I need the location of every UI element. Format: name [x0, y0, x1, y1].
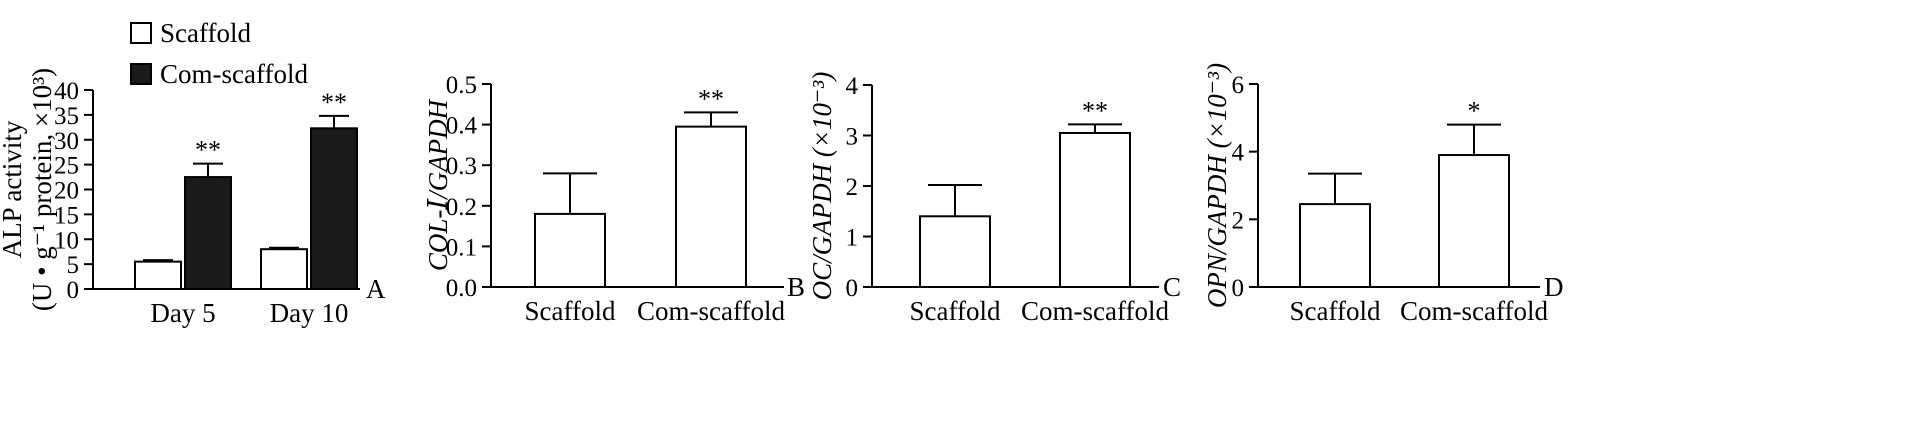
- panel-a-significance: **: [195, 136, 221, 165]
- panel-d-category-label: Com-scaffold: [1400, 296, 1548, 326]
- panel-b-bar: [675, 125, 747, 288]
- legend: Scaffold Com-scaffold: [130, 18, 308, 89]
- panel-a-ytick-label: 0: [67, 277, 80, 304]
- panel-d-bar: [1438, 154, 1510, 288]
- panel-a-ytick-label: 5: [67, 252, 80, 279]
- panel-c-ytick-label: 2: [846, 174, 859, 201]
- panel-c-ytick-label: 1: [846, 225, 859, 252]
- panel-d-ytick-label: 0: [1232, 275, 1245, 302]
- panel-b-ytick-label: 0.1: [446, 234, 477, 261]
- panel-a-category-label: Day 5: [150, 298, 215, 328]
- panel-a-ytick-label: 35: [54, 103, 79, 130]
- panel-b-ytick-label: 0.2: [446, 194, 477, 221]
- panel-a-ytick-label: 25: [54, 153, 79, 180]
- panel-a-ylabel-line1: ALP activity: [0, 120, 27, 258]
- panel-a-bar: [260, 248, 308, 290]
- panel-b: 0.0 0.1 0.2 0.3 0.4 0.5 B Scaffold ** Com-scaffol…: [423, 72, 805, 326]
- panel-d-category-label: Scaffold: [1290, 296, 1381, 326]
- panel-b-significance: **: [698, 84, 724, 113]
- panel-a-panel-letter: A: [366, 274, 386, 304]
- panel-d-panel-letter: D: [1544, 272, 1564, 302]
- panel-b-bar: [534, 212, 606, 288]
- panel-d-significance: *: [1468, 97, 1481, 126]
- panel-a-ylabel-line2: (U • g⁻¹ protein, ×10³): [27, 68, 57, 311]
- panel-b-ytick-label: 0.4: [446, 113, 478, 140]
- panel-c-ytick-label: 3: [846, 124, 859, 151]
- panel-d-ytick-label: 6: [1232, 72, 1245, 99]
- panel-b-ytick-label: 0.3: [446, 153, 477, 180]
- panel-c: 0 1 2 3 4 C Scaffold ** Com-scaffold OC/GAPDH (×1…: [807, 72, 1181, 326]
- panel-b-panel-letter: B: [787, 272, 805, 302]
- legend-label-com-scaffold: Com-scaffold: [160, 59, 308, 89]
- panel-a-ytick-label: 10: [54, 227, 79, 254]
- panel-d-ytick-label: 2: [1232, 207, 1245, 234]
- panel-a-bar: [184, 176, 232, 290]
- panel-a-bar: [134, 260, 182, 291]
- panel-b-ytick-label: 0.0: [446, 275, 477, 302]
- panel-c-ylabel: OC/GAPDH (×10⁻³): [807, 72, 837, 301]
- panel-a-ytick-label: 30: [54, 128, 79, 155]
- panel-a-bar: [310, 127, 358, 290]
- panel-c-bar: [919, 215, 991, 288]
- legend-swatch-com-scaffold: [130, 63, 152, 85]
- panel-b-ytick-label: 0.5: [446, 72, 477, 99]
- panel-c-bar: [1059, 131, 1131, 288]
- panel-c-category-label: Com-scaffold: [1021, 296, 1169, 326]
- legend-label-scaffold: Scaffold: [160, 18, 251, 48]
- panel-b-category-label: Com-scaffold: [637, 296, 785, 326]
- panel-a-category-label: Day 10: [270, 298, 349, 328]
- panel-d: 0 2 4 6 D Scaffold * Com-scaffold OPN/GAPDH (×10…: [1202, 63, 1564, 326]
- panel-a-ytick-label: 20: [54, 178, 79, 205]
- panel-c-category-label: Scaffold: [910, 296, 1001, 326]
- panel-d-ylabel: OPN/GAPDH (×10⁻³): [1202, 63, 1232, 308]
- legend-swatch-scaffold: [130, 22, 152, 44]
- panel-c-panel-letter: C: [1163, 272, 1181, 302]
- panel-c-significance: **: [1082, 96, 1108, 125]
- panel-c-ytick-label: 0: [846, 275, 859, 302]
- panel-a-ytick-label: 40: [54, 78, 79, 105]
- panel-a-significance: **: [321, 88, 347, 117]
- panel-c-ytick-label: 4: [846, 73, 859, 100]
- panel-b-category-label: Scaffold: [525, 296, 616, 326]
- panel-a-ytick-label: 15: [54, 202, 79, 229]
- panel-d-ytick-label: 4: [1232, 140, 1245, 167]
- panel-d-bar: [1299, 203, 1371, 289]
- panel-b-ylabel: COL-Ⅰ/GAPDH: [423, 98, 453, 271]
